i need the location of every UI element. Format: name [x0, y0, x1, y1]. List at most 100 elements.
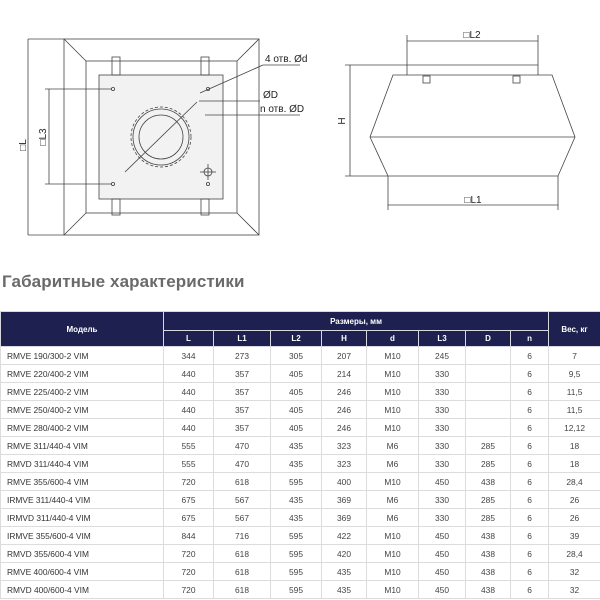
dimension-cell: 470	[213, 436, 271, 455]
header-l1: L1	[213, 330, 271, 347]
dimension-cell: 245	[418, 346, 466, 365]
header-weight: Вес, кг	[548, 311, 600, 347]
dimension-cell: 6	[509, 418, 550, 437]
label-n-holes: n отв. ØD	[260, 104, 304, 115]
dimension-cell: 6	[509, 382, 550, 401]
dimension-cell: 330	[418, 508, 466, 527]
dimension-cell: 422	[321, 526, 367, 545]
model-cell: RMVD 311/440-4 VIM	[0, 454, 164, 473]
dimension-cell: 305	[270, 346, 322, 365]
weight-cell: 26	[548, 508, 600, 527]
dimension-cell: 720	[163, 562, 214, 581]
table-row: RMVE 225/400-2 VIM 440 357 405 246 M10 330 6 11,…	[0, 382, 600, 401]
dimension-cell: 405	[270, 418, 322, 437]
weight-cell: 26	[548, 490, 600, 509]
dimension-cell: 450	[418, 526, 466, 545]
dimension-cell: M6	[366, 454, 419, 473]
dimension-cell: M10	[366, 580, 419, 599]
header-l: L	[163, 330, 214, 347]
dimension-cell: 323	[321, 454, 367, 473]
dimension-cell: 330	[418, 382, 466, 401]
dimension-cell: 435	[321, 580, 367, 599]
model-cell: RMVE 220/400-2 VIM	[0, 364, 164, 383]
dimension-cell: 6	[509, 454, 550, 473]
dimension-cell: M10	[366, 418, 419, 437]
header-h: H	[321, 330, 367, 347]
header-n: n	[509, 330, 550, 347]
dimension-cell: 618	[213, 544, 271, 563]
top-view-drawing	[27, 38, 300, 236]
weight-cell: 18	[548, 436, 600, 455]
dimension-cell: 6	[509, 364, 550, 383]
dimension-cell: 330	[418, 364, 466, 383]
header-model: Модель	[0, 311, 164, 347]
label-L1: □L1	[464, 195, 482, 206]
weight-cell: 18	[548, 454, 600, 473]
dimension-cell: M10	[366, 472, 419, 491]
dimension-cell: 330	[418, 454, 466, 473]
dimension-cell: 440	[163, 364, 214, 383]
dimension-cell	[465, 382, 511, 401]
dimension-cell: 330	[418, 490, 466, 509]
dimension-cell: 6	[509, 490, 550, 509]
dimension-cell: 595	[270, 526, 322, 545]
dimension-cell: 400	[321, 472, 367, 491]
dimension-cell: M6	[366, 508, 419, 527]
weight-cell: 7	[548, 346, 600, 365]
dimension-cell: 438	[465, 580, 511, 599]
dimension-cell: M10	[366, 400, 419, 419]
dimension-cell: 6	[509, 544, 550, 563]
label-L2: □L2	[463, 30, 481, 41]
label-L: □L	[18, 139, 29, 151]
dimension-cell: 567	[213, 508, 271, 527]
table-row: RMVE 355/600-4 VIM 720 618 595 400 M10 450 438 6…	[0, 472, 600, 491]
dimension-cell: 675	[163, 490, 214, 509]
dimension-cell: 435	[270, 490, 322, 509]
dimension-cell: 618	[213, 472, 271, 491]
header-dimensions: Размеры, мм	[162, 311, 550, 331]
dimension-cell: 369	[321, 490, 367, 509]
dimension-cell: 716	[213, 526, 271, 545]
dimension-cell: 595	[270, 562, 322, 581]
weight-cell: 28,4	[548, 472, 600, 491]
dimension-cell: 720	[163, 580, 214, 599]
weight-cell: 28,4	[548, 544, 600, 563]
dimension-cell: 405	[270, 364, 322, 383]
dimension-cell: M10	[366, 346, 419, 365]
header-l3: L3	[418, 330, 466, 347]
dimension-cell: 438	[465, 562, 511, 581]
dimension-cell: 6	[509, 346, 550, 365]
header-d: D	[465, 330, 511, 347]
dimension-cell: 405	[270, 400, 322, 419]
dimension-cell: 357	[213, 382, 271, 401]
table-row: RMVD 311/440-4 VIM 555 470 435 323 M6 330 285 6 1…	[0, 454, 600, 473]
model-cell: RMVD 355/600-4 VIM	[0, 544, 164, 563]
dimension-cell: 438	[465, 526, 511, 545]
dimension-cell: 6	[509, 580, 550, 599]
model-cell: RMVE 225/400-2 VIM	[0, 382, 164, 401]
dimension-cell: 285	[465, 508, 511, 527]
dimension-cell: 6	[509, 508, 550, 527]
dimension-cell: 450	[418, 544, 466, 563]
dimension-cell: M6	[366, 490, 419, 509]
table-row: RMVE 250/400-2 VIM 440 357 405 246 M10 330 6 11,…	[0, 400, 600, 419]
dimension-cell: 595	[270, 580, 322, 599]
dimension-cell: 595	[270, 472, 322, 491]
dimension-cell: 357	[213, 418, 271, 437]
dimension-cell	[465, 346, 511, 365]
table-row: RMVD 400/600-4 VIM 720 618 595 435 M10 450 438 6…	[0, 580, 600, 599]
model-cell: RMVE 400/600-4 VIM	[0, 562, 164, 581]
dimension-cell: 246	[321, 400, 367, 419]
dimension-cell: 435	[321, 562, 367, 581]
dimension-cell: 246	[321, 418, 367, 437]
dimension-cell: 470	[213, 454, 271, 473]
dimension-cell: 357	[213, 400, 271, 419]
model-cell: RMVE 311/440-4 VIM	[0, 436, 164, 455]
dimension-cell: 344	[163, 346, 214, 365]
dimension-cell: 214	[321, 364, 367, 383]
table-row: RMVD 355/600-4 VIM 720 618 595 420 M10 450 438 6…	[0, 544, 600, 563]
dimension-drawings: □L □L3 4 отв. Ød ØD n отв. ØD □L2 H □L1	[18, 30, 576, 236]
dimension-cell	[465, 364, 511, 383]
label-L3: □L3	[38, 128, 49, 146]
dimension-cell: 450	[418, 472, 466, 491]
